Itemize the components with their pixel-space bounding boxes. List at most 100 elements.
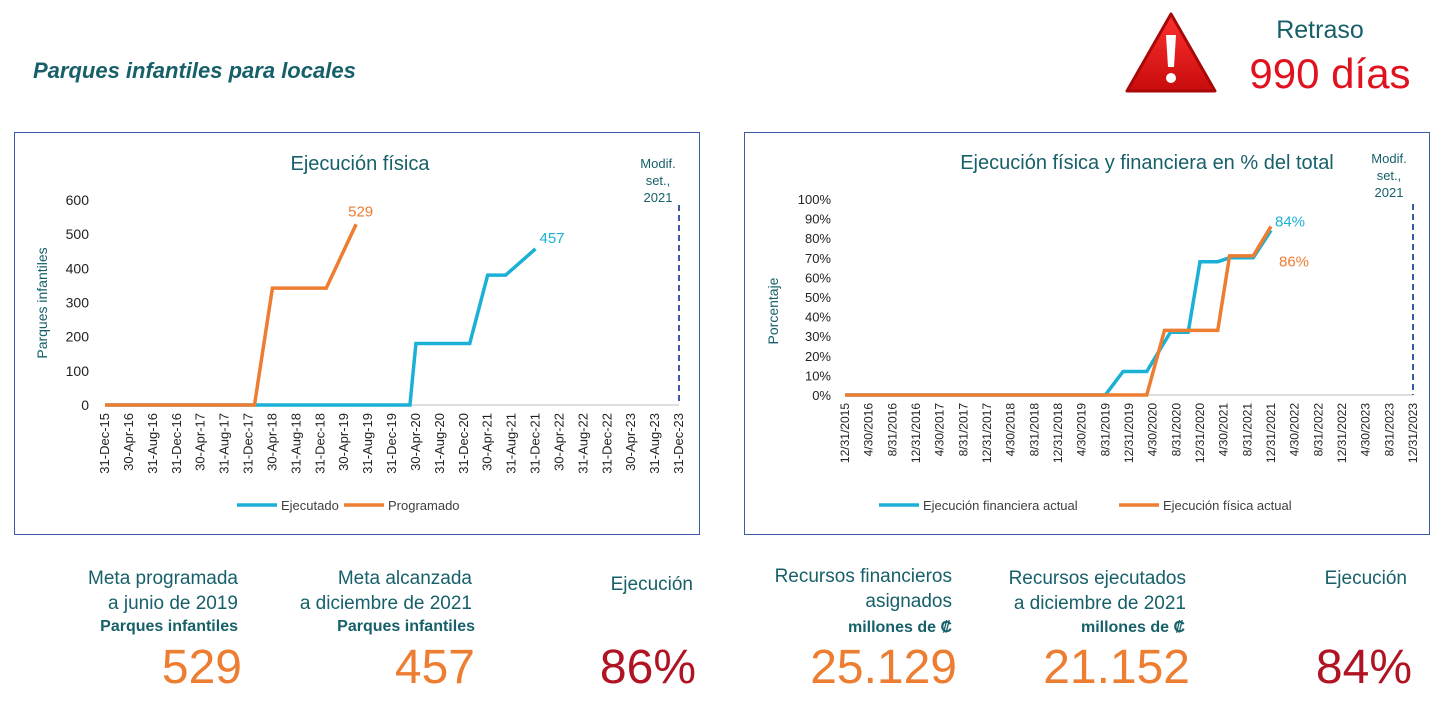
- metric-resources-unit: millones de ₡: [847, 619, 952, 636]
- modification-marker-label: 2021: [1375, 185, 1404, 200]
- x-tick-label: 31-Dec-22: [599, 413, 614, 474]
- series-end-label: 529: [348, 203, 373, 220]
- x-tick-label: 8/31/2021: [1240, 403, 1254, 457]
- metric-achieved-unit: Parques infantiles: [337, 618, 475, 635]
- x-tick-label: 12/31/2021: [1264, 403, 1278, 463]
- x-tick-label: 12/31/2016: [909, 403, 923, 463]
- x-tick-label: 31-Aug-19: [360, 413, 375, 474]
- modification-marker-label: set.,: [646, 173, 671, 188]
- x-tick-label: 12/31/2023: [1406, 403, 1420, 463]
- metric-achieved-label: Meta alcanzada a diciembre de 2021: [260, 566, 472, 616]
- x-tick-label: 31-Aug-18: [288, 413, 303, 474]
- y-tick-label: 20%: [805, 349, 831, 364]
- y-tick-label: 400: [66, 260, 90, 276]
- y-tick-label: 500: [66, 226, 90, 242]
- x-tick-label: 4/30/2020: [1146, 403, 1160, 457]
- y-tick-label: 10%: [805, 368, 831, 383]
- series-line-b: [105, 223, 358, 407]
- series-line-b: [845, 225, 1273, 397]
- y-tick-label: 600: [66, 192, 90, 208]
- x-tick-label: 12/31/2017: [980, 403, 994, 463]
- warning-icon: [1125, 12, 1217, 93]
- x-tick-label: 31-Dec-15: [97, 413, 112, 474]
- metric-goal-label-line1: Meta programada: [88, 568, 238, 589]
- x-tick-label: 12/31/2022: [1335, 403, 1349, 463]
- modification-marker-label: Modif.: [640, 156, 675, 171]
- metric-resources-label-line2: asignados: [865, 591, 952, 612]
- y-tick-label: 0%: [812, 388, 831, 403]
- metric-resources-value: 25.129: [810, 641, 957, 694]
- metric-goal-label: Meta programada a junio de 2019: [40, 566, 238, 616]
- x-tick-label: 8/31/2016: [885, 403, 899, 457]
- y-tick-label: 100: [66, 363, 90, 379]
- metric-spent-unit: millones de ₡: [1080, 619, 1185, 636]
- x-tick-label: 8/31/2019: [1098, 403, 1112, 457]
- x-tick-label: 30-Apr-21: [480, 413, 495, 471]
- y-axis-label: Parques infantiles: [34, 247, 50, 358]
- x-tick-label: 30-Apr-23: [623, 413, 638, 471]
- series-end-label: 457: [540, 230, 565, 247]
- legend-label: Ejecución física actual: [1163, 498, 1292, 513]
- x-tick-label: 4/30/2017: [933, 403, 947, 457]
- y-tick-label: 0: [81, 397, 89, 413]
- y-tick-label: 30%: [805, 329, 831, 344]
- x-tick-label: 31-Aug-20: [432, 413, 447, 474]
- y-tick-label: 60%: [805, 270, 831, 285]
- y-tick-label: 80%: [805, 231, 831, 246]
- y-tick-label: 300: [66, 295, 90, 311]
- x-tick-label: 31-Dec-19: [384, 413, 399, 474]
- x-tick-label: 4/30/2022: [1288, 403, 1302, 457]
- x-tick-label: 8/31/2018: [1027, 403, 1041, 457]
- x-tick-label: 8/31/2020: [1169, 403, 1183, 457]
- x-tick-label: 31-Dec-23: [671, 413, 686, 474]
- x-tick-label: 30-Apr-19: [336, 413, 351, 471]
- metric-fin-execution-value: 84%: [1315, 641, 1412, 694]
- modification-marker-label: 2021: [644, 190, 673, 205]
- metric-resources-label-line1: Recursos financieros: [774, 566, 952, 587]
- chart-title: Ejecución física: [291, 153, 431, 175]
- y-tick-label: 40%: [805, 310, 831, 325]
- chart-percentage: Ejecución física y financiera en % del t…: [765, 151, 1420, 513]
- x-tick-label: 30-Apr-17: [193, 413, 208, 471]
- x-tick-label: 31-Dec-17: [241, 413, 256, 474]
- chart-title-rest: en % del total: [1213, 152, 1334, 174]
- metric-achieved-label-line1: Meta alcanzada: [337, 568, 472, 589]
- x-tick-label: 4/30/2016: [862, 403, 876, 457]
- page-title: Parques infantiles para locales: [33, 58, 356, 83]
- delay-value: 990 días: [1249, 50, 1411, 97]
- x-tick-label: 31-Dec-20: [456, 413, 471, 474]
- metric-spent-label-line2: a diciembre de 2021: [1013, 593, 1186, 614]
- metric-spent-label-line1: Recursos ejecutados: [1008, 568, 1186, 589]
- metric-achieved-label-line2: a diciembre de 2021: [299, 593, 472, 614]
- y-tick-label: 100%: [798, 192, 832, 207]
- delay-label: Retraso: [1276, 16, 1364, 44]
- x-tick-label: 31-Dec-21: [528, 413, 543, 474]
- chart-title: Ejecución física y financiera en % del t…: [960, 152, 1334, 174]
- x-tick-label: 8/31/2017: [956, 403, 970, 457]
- series-end-label: 84%: [1275, 213, 1305, 230]
- x-tick-label: 12/31/2019: [1122, 403, 1136, 463]
- series-end-label: 86%: [1279, 253, 1309, 270]
- series-line-a: [845, 229, 1273, 397]
- x-tick-label: 8/31/2022: [1311, 403, 1325, 457]
- y-tick-label: 90%: [805, 212, 831, 227]
- modification-marker-label: Modif.: [1371, 151, 1406, 166]
- metric-fin-execution-label: Ejecución: [1324, 568, 1407, 589]
- modification-marker-label: set.,: [1377, 168, 1402, 183]
- x-tick-label: 4/30/2019: [1075, 403, 1089, 457]
- y-tick-label: 50%: [805, 290, 831, 305]
- chart-panel-physical: Ejecución física 0 100 200 300 400 500 600 Parqu…: [14, 132, 700, 535]
- metric-goal-unit: Parques infantiles: [100, 618, 238, 635]
- y-tick-label: 70%: [805, 251, 831, 266]
- metric-spent-value: 21.152: [1043, 641, 1190, 694]
- metric-achieved-value: 457: [394, 641, 475, 694]
- metric-resources-label: Recursos financieros asignados: [740, 564, 952, 614]
- x-tick-label: 12/31/2020: [1193, 403, 1207, 463]
- metric-spent-label: Recursos ejecutados a diciembre de 2021: [975, 566, 1186, 616]
- x-tick-label: 31-Dec-16: [169, 413, 184, 474]
- x-tick-label: 31-Aug-23: [647, 413, 662, 474]
- x-tick-label: 30-Apr-22: [551, 413, 566, 471]
- chart-title-rest: física: [383, 153, 431, 175]
- x-tick-label: 12/31/2018: [1051, 403, 1065, 463]
- x-tick-label: 31-Aug-22: [575, 413, 590, 474]
